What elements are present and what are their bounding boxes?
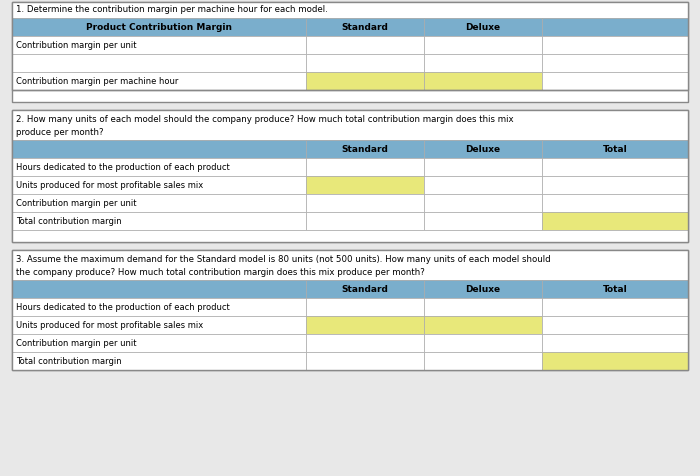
Bar	[424, 72, 542, 90]
Text: Contribution margin per machine hour: Contribution margin per machine hour	[16, 77, 178, 86]
Bar	[542, 72, 688, 90]
Bar	[542, 176, 688, 194]
Bar	[12, 250, 688, 370]
Bar	[542, 334, 688, 352]
Bar	[12, 280, 306, 298]
Text: produce per month?: produce per month?	[16, 128, 104, 137]
Text: Hours dedicated to the production of each product: Hours dedicated to the production of eac…	[16, 303, 230, 311]
Text: Deluxe: Deluxe	[466, 285, 500, 294]
Bar	[306, 18, 424, 36]
Bar	[12, 110, 688, 242]
Text: Total contribution margin: Total contribution margin	[16, 217, 122, 226]
Bar	[542, 18, 688, 36]
Bar	[424, 298, 542, 316]
Text: Deluxe: Deluxe	[466, 145, 500, 153]
Bar	[542, 36, 688, 54]
Bar	[306, 140, 424, 158]
Bar	[424, 352, 542, 370]
Bar	[12, 90, 688, 102]
Bar	[306, 36, 424, 54]
Bar	[12, 250, 688, 280]
Text: Total: Total	[603, 285, 627, 294]
Text: Units produced for most profitable sales mix: Units produced for most profitable sales…	[16, 180, 203, 189]
Bar	[12, 110, 688, 242]
Text: Standard: Standard	[342, 145, 388, 153]
Text: Hours dedicated to the production of each product: Hours dedicated to the production of eac…	[16, 162, 230, 171]
Bar	[12, 158, 306, 176]
Bar	[424, 36, 542, 54]
Bar	[12, 18, 306, 36]
Bar	[12, 212, 306, 230]
Bar	[424, 158, 542, 176]
Bar	[12, 2, 688, 90]
Bar	[12, 298, 306, 316]
Bar	[12, 2, 688, 90]
Text: the company produce? How much total contribution margin does this mix produce pe: the company produce? How much total cont…	[16, 268, 425, 277]
Text: Contribution margin per unit: Contribution margin per unit	[16, 40, 136, 50]
Text: Total contribution margin: Total contribution margin	[16, 357, 122, 366]
Bar	[306, 280, 424, 298]
Bar	[306, 54, 424, 72]
Text: Contribution margin per unit: Contribution margin per unit	[16, 198, 136, 208]
Text: 3. Assume the maximum demand for the Standard model is 80 units (not 500 units).: 3. Assume the maximum demand for the Sta…	[16, 255, 551, 264]
Bar	[424, 140, 542, 158]
Bar	[542, 298, 688, 316]
Bar	[424, 212, 542, 230]
Bar	[306, 352, 424, 370]
Bar	[306, 334, 424, 352]
Bar	[542, 158, 688, 176]
Bar	[12, 230, 688, 242]
Text: Product Contribution Margin: Product Contribution Margin	[86, 22, 232, 31]
Bar	[542, 212, 688, 230]
Bar	[424, 316, 542, 334]
Bar	[542, 54, 688, 72]
Bar	[12, 352, 306, 370]
Bar	[12, 176, 306, 194]
Text: Deluxe: Deluxe	[466, 22, 500, 31]
Bar	[12, 54, 306, 72]
Bar	[12, 90, 688, 102]
Bar	[424, 334, 542, 352]
Bar	[542, 316, 688, 334]
Bar	[12, 194, 306, 212]
Text: Total: Total	[603, 145, 627, 153]
Text: Contribution margin per unit: Contribution margin per unit	[16, 338, 136, 347]
Text: Standard: Standard	[342, 22, 388, 31]
Bar	[424, 176, 542, 194]
Bar	[306, 176, 424, 194]
Text: 2. How many units of each model should the company produce? How much total contr: 2. How many units of each model should t…	[16, 115, 514, 124]
Text: 1. Determine the contribution margin per machine hour for each model.: 1. Determine the contribution margin per…	[16, 6, 328, 14]
Text: Units produced for most profitable sales mix: Units produced for most profitable sales…	[16, 320, 203, 329]
Bar	[12, 36, 306, 54]
Bar	[12, 250, 688, 370]
Bar	[424, 18, 542, 36]
Bar	[306, 298, 424, 316]
Bar	[12, 72, 306, 90]
Bar	[542, 140, 688, 158]
Bar	[542, 280, 688, 298]
Bar	[542, 194, 688, 212]
Bar	[424, 54, 542, 72]
Bar	[12, 316, 306, 334]
Bar	[12, 110, 688, 140]
Bar	[542, 352, 688, 370]
Bar	[306, 72, 424, 90]
Text: Standard: Standard	[342, 285, 388, 294]
Bar	[306, 158, 424, 176]
Bar	[12, 334, 306, 352]
Bar	[424, 280, 542, 298]
Bar	[306, 194, 424, 212]
Bar	[424, 194, 542, 212]
Bar	[12, 2, 688, 18]
Bar	[306, 212, 424, 230]
Bar	[306, 316, 424, 334]
Bar	[12, 140, 306, 158]
